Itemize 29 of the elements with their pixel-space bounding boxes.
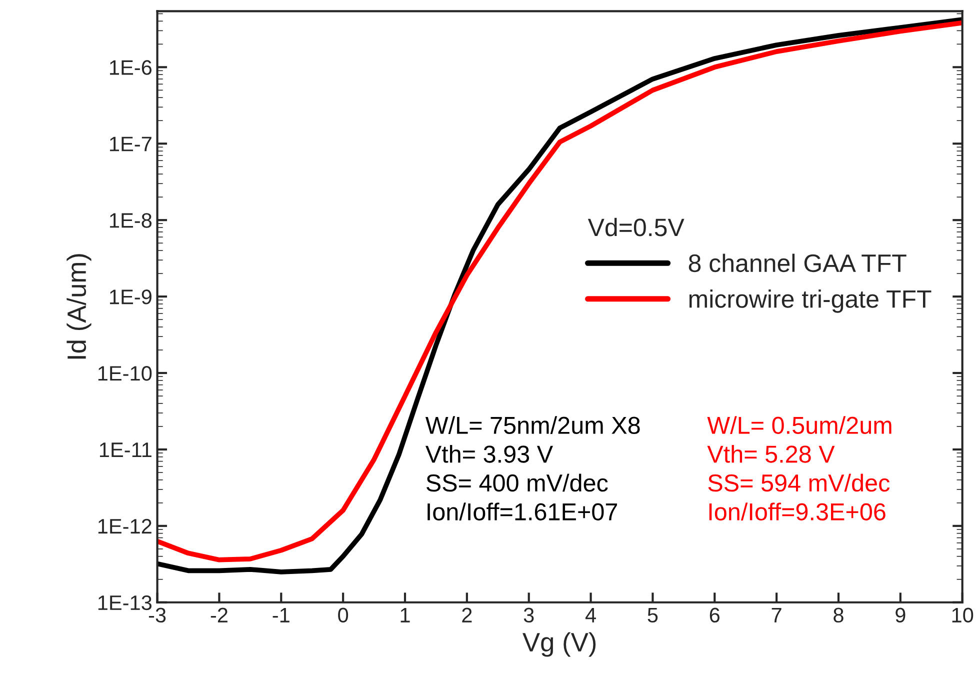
x-tick-label: 2 — [462, 608, 472, 622]
x-tick-label: 7 — [772, 608, 782, 622]
x-tick-label: 8 — [834, 608, 844, 623]
x-tick-label: -3 — [148, 608, 166, 623]
annotation: W/L= 0.5um/2um Vth= 5.28 V SS= 594 mV/dec Ion/Ioff=9.3E+06 — [707, 416, 892, 520]
y-tick-label: 1E-10 — [98, 366, 152, 381]
legend-label: microwire tri-gate TFT — [689, 290, 932, 313]
legend-title: Vd=0.5V — [588, 218, 684, 236]
x-tick-label: 5 — [648, 608, 658, 623]
x-tick-label: 0 — [338, 608, 348, 623]
y-tick-label: 1E-8 — [110, 213, 152, 228]
legend-label: 8 channel GAA TFT — [688, 254, 906, 272]
x-tick-label: 6 — [710, 608, 720, 623]
x-tick-label: 4 — [585, 608, 596, 622]
y-tick-label: 1E-6 — [110, 60, 152, 75]
x-tick-label: 3 — [524, 608, 534, 623]
y-tick-label: 1E-13 — [98, 595, 152, 610]
x-tick-label: -2 — [210, 608, 228, 622]
x-tick-label: 1 — [400, 608, 410, 622]
x-tick-label: 10 — [952, 608, 974, 623]
x-tick-label: 9 — [896, 608, 906, 623]
y-tick-label: 1E-11 — [100, 442, 152, 458]
x-axis-title: Vg (V) — [522, 632, 596, 657]
y-tick-label: 1E-9 — [110, 290, 152, 304]
x-tick-label: -1 — [272, 608, 290, 622]
y-tick-label: 1E-7 — [110, 136, 152, 152]
y-axis-title: Id (A/um) — [66, 254, 92, 359]
annotation: W/L= 75nm/2um X8 Vth= 3.93 V SS= 400 mV/dec Ion/Ioff=1.61E+07 — [425, 416, 640, 520]
y-tick-label: 1E-12 — [98, 518, 152, 534]
